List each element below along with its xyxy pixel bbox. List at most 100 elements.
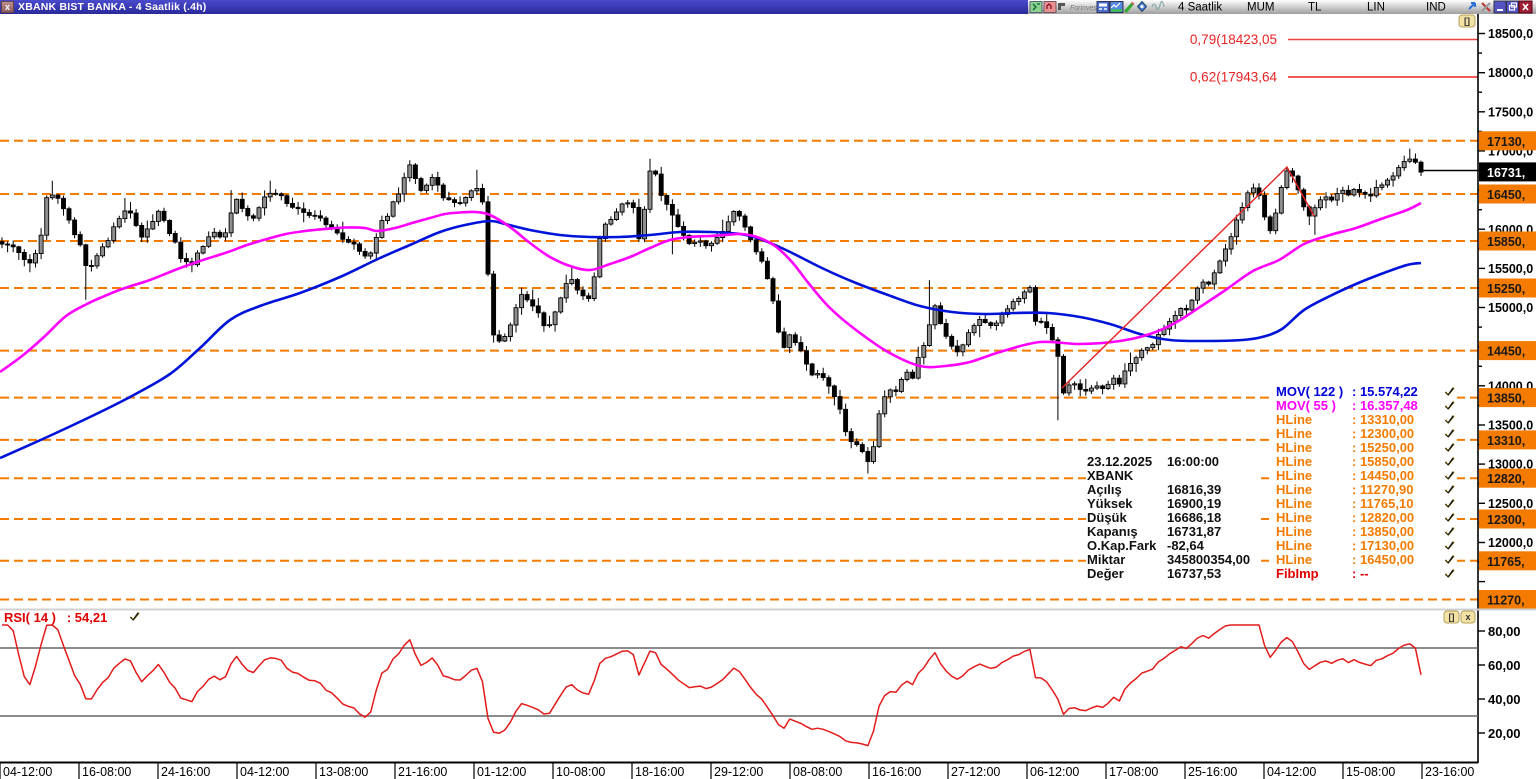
svg-text:15850,: 15850, bbox=[1487, 235, 1525, 249]
svg-text:HLine: HLine bbox=[1276, 454, 1312, 469]
svg-text:16450,: 16450, bbox=[1487, 188, 1525, 202]
svg-text:80,00: 80,00 bbox=[1488, 624, 1521, 639]
svg-text:: 13850,00: : 13850,00 bbox=[1352, 524, 1414, 539]
svg-text:25-16:00: 25-16:00 bbox=[1188, 765, 1237, 779]
svg-text:MUM: MUM bbox=[1247, 2, 1274, 14]
svg-text:MOV( 55 ): MOV( 55 ) bbox=[1276, 398, 1336, 413]
svg-text:TL: TL bbox=[1308, 2, 1322, 14]
svg-text:FibImp: FibImp bbox=[1276, 566, 1319, 581]
svg-text:16731,: 16731, bbox=[1487, 166, 1525, 180]
svg-text:Düşük: Düşük bbox=[1087, 510, 1128, 525]
svg-text:MOV( 122 ): MOV( 122 ) bbox=[1276, 384, 1343, 399]
svg-text:60,00: 60,00 bbox=[1488, 658, 1521, 673]
svg-text:12500,0: 12500,0 bbox=[1488, 497, 1533, 511]
svg-text:x: x bbox=[1465, 612, 1470, 622]
svg-text:HLine: HLine bbox=[1276, 496, 1312, 511]
svg-text:11765,: 11765, bbox=[1487, 555, 1525, 569]
svg-text:16-08:00: 16-08:00 bbox=[82, 765, 131, 779]
svg-text:HLine: HLine bbox=[1276, 552, 1312, 567]
svg-text:14450,: 14450, bbox=[1487, 345, 1525, 359]
svg-text:0,79(18423,05: 0,79(18423,05 bbox=[1190, 32, 1277, 47]
svg-text:08-08:00: 08-08:00 bbox=[793, 765, 842, 779]
svg-text:[]: [] bbox=[1464, 16, 1470, 26]
svg-text:04-12:00: 04-12:00 bbox=[240, 765, 289, 779]
svg-text:15000,0: 15000,0 bbox=[1488, 301, 1533, 315]
svg-text:13850,: 13850, bbox=[1487, 392, 1525, 406]
svg-text:18500,0: 18500,0 bbox=[1488, 27, 1533, 41]
svg-text:17500,0: 17500,0 bbox=[1488, 105, 1533, 119]
svg-text:HLine: HLine bbox=[1276, 538, 1312, 553]
svg-text:: 14450,00: : 14450,00 bbox=[1352, 468, 1414, 483]
svg-text:16686,18: 16686,18 bbox=[1167, 510, 1221, 525]
svg-text:Forinvest: Forinvest bbox=[1070, 5, 1100, 12]
svg-text:16-16:00: 16-16:00 bbox=[872, 765, 921, 779]
svg-text:LIN: LIN bbox=[1367, 2, 1385, 14]
svg-text:: 15850,00: : 15850,00 bbox=[1352, 454, 1414, 469]
svg-text:: 12820,00: : 12820,00 bbox=[1352, 510, 1414, 525]
svg-text:HLine: HLine bbox=[1276, 412, 1312, 427]
svg-text:16900,19: 16900,19 bbox=[1167, 496, 1221, 511]
svg-text:0,62(17943,64: 0,62(17943,64 bbox=[1190, 70, 1278, 85]
svg-text:: 15.574,22: : 15.574,22 bbox=[1352, 384, 1418, 399]
svg-text:11270,: 11270, bbox=[1487, 594, 1525, 608]
svg-text:4 Saatlik: 4 Saatlik bbox=[1178, 2, 1222, 14]
svg-text:: 16.357,48: : 16.357,48 bbox=[1352, 398, 1418, 413]
svg-text:Kapanış: Kapanış bbox=[1087, 524, 1138, 539]
svg-text:13500,0: 13500,0 bbox=[1488, 419, 1533, 433]
svg-text:[]: [] bbox=[1449, 612, 1455, 622]
svg-text:04-12:00: 04-12:00 bbox=[3, 765, 52, 779]
svg-text:13-08:00: 13-08:00 bbox=[319, 765, 368, 779]
svg-text:18000,0: 18000,0 bbox=[1488, 66, 1533, 80]
svg-text:RSI( 14 ) : 54,21: RSI( 14 ) : 54,21 bbox=[4, 610, 107, 625]
svg-text:20,00: 20,00 bbox=[1488, 726, 1521, 741]
svg-text:15250,: 15250, bbox=[1487, 282, 1525, 296]
svg-text:40,00: 40,00 bbox=[1488, 692, 1521, 707]
svg-text:O.Kap.Fark: O.Kap.Fark bbox=[1087, 538, 1157, 553]
svg-text:HLine: HLine bbox=[1276, 482, 1312, 497]
svg-text:HLine: HLine bbox=[1276, 468, 1312, 483]
svg-text:: --: : -- bbox=[1352, 566, 1369, 581]
svg-text:29-12:00: 29-12:00 bbox=[714, 765, 763, 779]
svg-text:18-16:00: 18-16:00 bbox=[635, 765, 684, 779]
svg-text:27-12:00: 27-12:00 bbox=[951, 765, 1000, 779]
svg-text:12000,0: 12000,0 bbox=[1488, 536, 1533, 550]
svg-text:23-16:00: 23-16:00 bbox=[1425, 765, 1474, 779]
svg-text:12300,: 12300, bbox=[1487, 513, 1525, 527]
svg-text:16:00:00: 16:00:00 bbox=[1167, 454, 1219, 469]
svg-text:17130,: 17130, bbox=[1487, 135, 1525, 149]
svg-text:: 11765,10: : 11765,10 bbox=[1352, 496, 1413, 511]
svg-text:: 13310,00: : 13310,00 bbox=[1352, 412, 1414, 427]
svg-text:04-12:00: 04-12:00 bbox=[1267, 765, 1316, 779]
svg-text:24-16:00: 24-16:00 bbox=[161, 765, 210, 779]
svg-text:01-12:00: 01-12:00 bbox=[477, 765, 526, 779]
svg-text:06-12:00: 06-12:00 bbox=[1030, 765, 1079, 779]
svg-text:HLine: HLine bbox=[1276, 440, 1312, 455]
svg-text:Açılış: Açılış bbox=[1087, 482, 1122, 497]
svg-text:HLine: HLine bbox=[1276, 524, 1312, 539]
svg-text:: 11270,90: : 11270,90 bbox=[1352, 482, 1413, 497]
svg-text:XBANK: XBANK bbox=[1087, 468, 1134, 483]
svg-text:HLine: HLine bbox=[1276, 426, 1312, 441]
svg-text:13000,0: 13000,0 bbox=[1488, 458, 1533, 472]
svg-text:17-08:00: 17-08:00 bbox=[1109, 765, 1158, 779]
svg-text:16737,53: 16737,53 bbox=[1167, 566, 1221, 581]
svg-text:-82,64: -82,64 bbox=[1167, 538, 1205, 553]
svg-text:21-16:00: 21-16:00 bbox=[398, 765, 447, 779]
svg-text:IND: IND bbox=[1426, 2, 1446, 14]
svg-text:16731,87: 16731,87 bbox=[1167, 524, 1221, 539]
svg-text:10-08:00: 10-08:00 bbox=[556, 765, 605, 779]
svg-text:23.12.2025: 23.12.2025 bbox=[1087, 454, 1152, 469]
svg-text:15-08:00: 15-08:00 bbox=[1346, 765, 1395, 779]
svg-text:: 17130,00: : 17130,00 bbox=[1352, 538, 1414, 553]
svg-text:Değer: Değer bbox=[1087, 566, 1124, 581]
svg-text:13310,: 13310, bbox=[1487, 434, 1525, 448]
svg-text:16816,39: 16816,39 bbox=[1167, 482, 1221, 497]
svg-text:: 15250,00: : 15250,00 bbox=[1352, 440, 1414, 455]
svg-text:12820,: 12820, bbox=[1487, 472, 1525, 486]
svg-text:345800354,00: 345800354,00 bbox=[1167, 552, 1250, 567]
svg-text:Yüksek: Yüksek bbox=[1087, 496, 1133, 511]
svg-text:: 16450,00: : 16450,00 bbox=[1352, 552, 1414, 567]
svg-text:Miktar: Miktar bbox=[1087, 552, 1125, 567]
svg-text:15500,0: 15500,0 bbox=[1488, 262, 1533, 276]
svg-text:: 12300,00: : 12300,00 bbox=[1352, 426, 1414, 441]
